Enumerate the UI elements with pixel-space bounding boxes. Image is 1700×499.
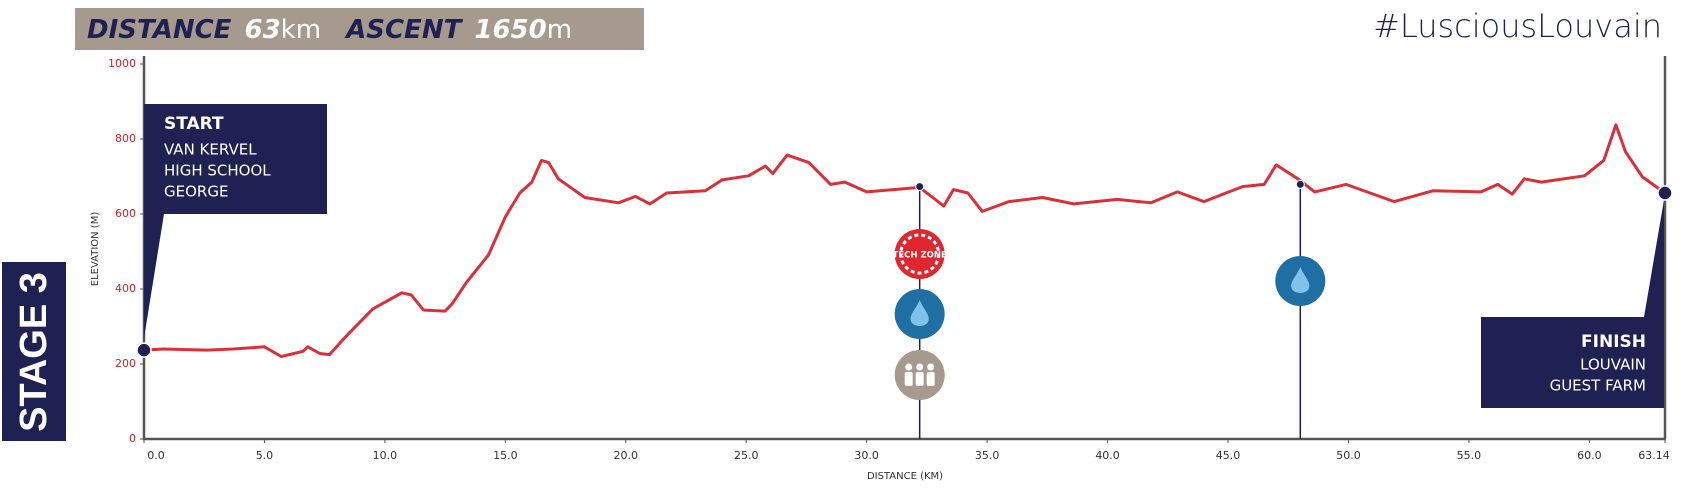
x-tick-label: 15.0 xyxy=(493,449,518,462)
x-tick-label: 5.0 xyxy=(256,449,274,462)
distance: 63 xyxy=(244,15,280,45)
x-tick-label: 50.0 xyxy=(1336,449,1361,462)
ascent-label: ASCENT xyxy=(344,15,463,45)
person-body xyxy=(915,372,924,386)
y-tick-label: 400 xyxy=(115,282,136,295)
y-tick-label: 200 xyxy=(115,357,136,370)
x-tick-label: 0.0 xyxy=(147,449,165,462)
y-axis-label: ELEVATION (M) xyxy=(90,212,101,287)
distance-unit: km xyxy=(281,15,321,45)
x-tick-label: 63.14 xyxy=(1638,449,1670,462)
station-point xyxy=(915,182,925,192)
hashtag: #LusciousLouvain xyxy=(1373,7,1662,45)
y-tick-label: 0 xyxy=(129,432,136,445)
header-bar xyxy=(75,8,644,50)
x-tick-label: 35.0 xyxy=(975,449,1000,462)
y-tick-label: 800 xyxy=(115,132,136,145)
y-tick-label: 600 xyxy=(115,207,136,220)
x-tick-label: 10.0 xyxy=(373,449,398,462)
water-icon xyxy=(1275,256,1326,306)
x-tick-label: 55.0 xyxy=(1457,449,1482,462)
person-head xyxy=(905,363,913,371)
start-title: START xyxy=(164,114,224,134)
person-body xyxy=(904,372,913,386)
station-point xyxy=(1295,179,1305,189)
water-icon xyxy=(894,289,945,339)
x-tick-label: 20.0 xyxy=(614,449,639,462)
start-point xyxy=(136,342,152,358)
start-box xyxy=(144,104,327,214)
finish-line: LOUVAIN xyxy=(1580,356,1646,374)
x-tick-label: 25.0 xyxy=(734,449,759,462)
water-drop xyxy=(1291,267,1310,293)
elevation-line xyxy=(143,123,1666,358)
finish-point xyxy=(1657,185,1673,201)
x-tick-label: 45.0 xyxy=(1216,449,1241,462)
person-head xyxy=(927,363,935,371)
start-line: VAN KERVEL xyxy=(164,141,257,159)
stage: STAGE 3 xyxy=(13,272,55,432)
x-tick-label: 40.0 xyxy=(1095,449,1120,462)
start-pointer xyxy=(144,214,164,338)
finish-title: FINISH xyxy=(1581,332,1646,352)
start-line: GEORGE xyxy=(164,183,228,201)
y-tick-label: 1000 xyxy=(108,57,136,70)
header: DISTANCE 63km ASCENT 1650m xyxy=(87,15,572,45)
distance-label: DISTANCE xyxy=(87,15,232,45)
plot: 0 200 400 600 800 1000 0.0 5.0 10.0 15.0 20.0 25.0 3… xyxy=(108,56,1673,462)
x-tick-label: 60.0 xyxy=(1577,449,1602,462)
stage-box xyxy=(2,262,66,441)
x-tick-label: 30.0 xyxy=(854,449,879,462)
finish-box xyxy=(1481,317,1664,408)
person-head xyxy=(916,363,924,371)
ascent-unit: m xyxy=(547,15,572,45)
start-line: HIGH SCHOOL xyxy=(164,162,271,180)
gear-ring xyxy=(899,233,941,275)
tech-zone-label: TECH ZONE xyxy=(893,251,947,261)
finish-pointer xyxy=(1644,200,1664,317)
water-drop xyxy=(910,300,929,326)
spectator-icon xyxy=(894,350,945,400)
tech-icon: TECH ZONE xyxy=(893,229,947,279)
ascent: 1650 xyxy=(474,15,546,45)
person-body xyxy=(926,372,935,386)
finish-line: GUEST FARM xyxy=(1550,377,1646,395)
x-axis-label: DISTANCE (KM) xyxy=(867,471,943,482)
